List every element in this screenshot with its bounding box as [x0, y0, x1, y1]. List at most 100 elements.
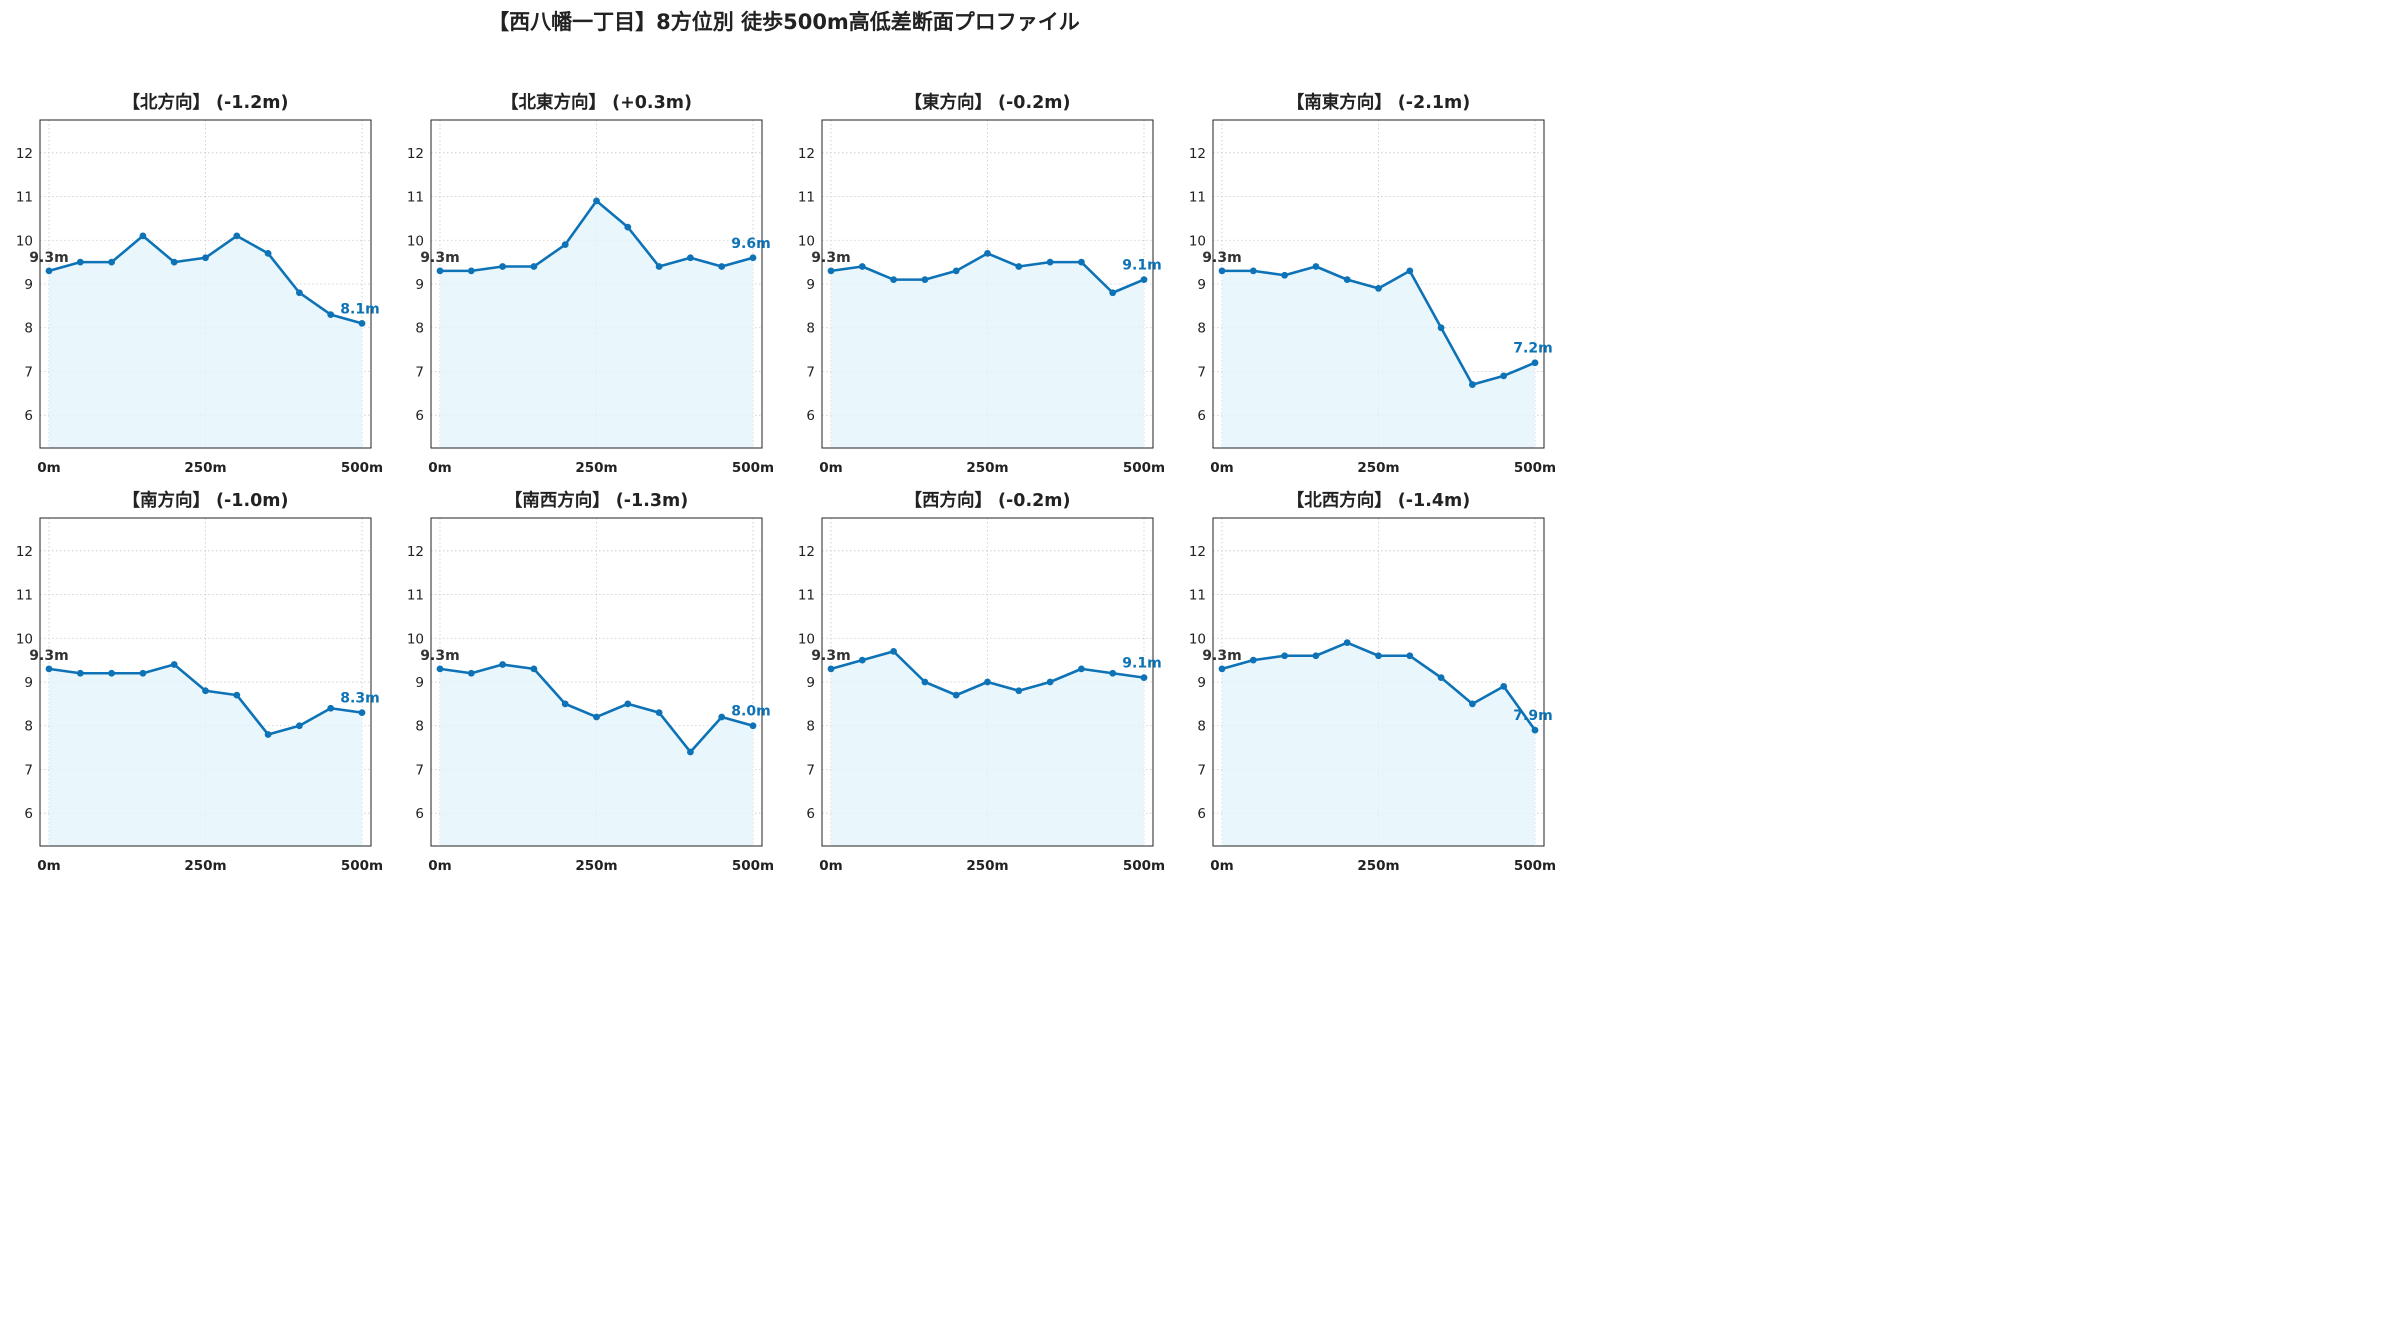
y-tick-label: 12 [407, 544, 424, 560]
y-tick-label: 9 [24, 675, 33, 691]
elevation-point [1375, 652, 1382, 660]
elevation-point [327, 311, 335, 319]
end-elevation-label: 8.0m [731, 704, 770, 720]
elevation-point [139, 232, 147, 240]
elevation-point [952, 691, 960, 699]
y-tick-label: 6 [806, 408, 815, 424]
elevation-point [1500, 372, 1508, 380]
y-tick-label: 7 [24, 364, 33, 380]
x-tick-label: 250m [966, 460, 1008, 476]
y-tick-label: 10 [1189, 233, 1206, 249]
elevation-area [49, 235, 362, 448]
elevation-point [1343, 639, 1351, 647]
x-tick-label: 250m [184, 460, 226, 476]
x-tick-label: 0m [819, 858, 842, 874]
elevation-point [202, 254, 209, 262]
elevation-point [921, 276, 929, 284]
x-tick-label: 500m [341, 858, 383, 874]
start-elevation-label: 9.3m [29, 250, 68, 266]
y-tick-label: 9 [415, 277, 424, 293]
y-tick-label: 6 [24, 408, 33, 424]
y-tick-label: 8 [806, 719, 815, 735]
start-elevation-label: 9.3m [29, 648, 68, 664]
x-tick-label: 0m [819, 460, 842, 476]
x-tick-label: 500m [1514, 460, 1556, 476]
elevation-point [593, 197, 600, 205]
plot-frame [430, 517, 763, 847]
elevation-point [1437, 674, 1445, 682]
elevation-point [499, 661, 506, 668]
y-tick-label: 7 [1197, 762, 1206, 778]
elevation-panel: 【北東方向】 (+0.3m) 6 7 8 9 10 11 12 0m 250m 500m 9.3m 9.… [407, 92, 774, 476]
panel-title: 【南方向】 (-1.0m) [122, 490, 288, 511]
elevation-point [1281, 652, 1288, 660]
elevation-point [1531, 359, 1539, 367]
elevation-point [467, 669, 475, 677]
y-tick-label: 8 [1197, 321, 1206, 337]
y-tick-label: 12 [16, 544, 33, 560]
y-tick-label: 8 [1197, 719, 1206, 735]
y-tick-label: 8 [415, 719, 424, 735]
elevation-point [1046, 678, 1054, 686]
y-tick-label: 7 [24, 762, 33, 778]
elevation-panel: 【北西方向】 (-1.4m) 6 7 8 9 10 11 12 0m 250m 500m 9.3m 7.… [1189, 490, 1556, 874]
elevation-point [358, 709, 366, 717]
plot-frame [430, 119, 763, 449]
elevation-point [264, 249, 272, 257]
end-elevation-label: 9.1m [1122, 258, 1161, 274]
x-tick-label: 0m [428, 460, 451, 476]
y-tick-label: 7 [806, 364, 815, 380]
elevation-point [593, 713, 600, 721]
elevation-point [499, 263, 506, 270]
y-tick-label: 11 [407, 588, 424, 604]
x-tick-label: 250m [1357, 858, 1399, 874]
elevation-point [1406, 652, 1414, 660]
elevation-point [108, 258, 115, 266]
x-tick-label: 250m [575, 858, 617, 874]
elevation-point [687, 254, 694, 262]
y-tick-label: 11 [798, 588, 815, 604]
y-tick-label: 10 [1189, 631, 1206, 647]
plot-frame [821, 517, 1154, 847]
elevation-panel: 【西方向】 (-0.2m) 6 7 8 9 10 11 12 0m 250m 500m 9.3m 9.1… [798, 490, 1165, 874]
elevation-point [827, 665, 835, 673]
end-elevation-label: 9.6m [731, 236, 770, 252]
y-tick-label: 6 [24, 806, 33, 822]
elevation-point [1109, 669, 1117, 677]
elevation-point [1281, 271, 1288, 279]
elevation-point [1312, 652, 1320, 660]
elevation-point [890, 276, 897, 284]
y-tick-label: 6 [1197, 408, 1206, 424]
elevation-point [139, 669, 147, 677]
y-tick-label: 8 [806, 321, 815, 337]
elevation-point [858, 656, 866, 664]
elevation-point [45, 267, 53, 275]
elevation-point [45, 665, 53, 673]
start-elevation-label: 9.3m [811, 250, 850, 266]
elevation-point [1469, 700, 1476, 708]
panel-title: 【西方向】 (-0.2m) [904, 490, 1070, 511]
elevation-point [1078, 665, 1085, 673]
elevation-point [296, 722, 303, 730]
y-tick-label: 12 [16, 146, 33, 162]
elevation-point [718, 713, 726, 721]
elevation-panel: 【南方向】 (-1.0m) 6 7 8 9 10 11 12 0m 250m 500m 9.3m 8.3… [16, 490, 383, 874]
y-tick-label: 10 [798, 631, 815, 647]
y-tick-label: 7 [806, 762, 815, 778]
elevation-point [436, 267, 444, 275]
elevation-panel: 【東方向】 (-0.2m) 6 7 8 9 10 11 12 0m 250m 500m 9.3m 9.1… [798, 92, 1165, 476]
y-tick-label: 11 [1189, 588, 1206, 604]
elevation-point [1109, 289, 1117, 297]
elevation-panel: 【南東方向】 (-2.1m) 6 7 8 9 10 11 12 0m 250m 500m 9.3m 7.… [1189, 92, 1556, 476]
panel-title: 【南西方向】 (-1.3m) [505, 490, 689, 511]
x-tick-label: 500m [341, 460, 383, 476]
elevation-point [327, 704, 335, 712]
x-tick-label: 500m [1123, 460, 1165, 476]
x-tick-label: 0m [428, 858, 451, 874]
elevation-point [76, 669, 84, 677]
y-tick-label: 11 [16, 190, 33, 206]
elevation-point [952, 267, 960, 275]
y-tick-label: 9 [1197, 277, 1206, 293]
y-tick-label: 10 [16, 233, 33, 249]
elevation-point [749, 722, 757, 730]
